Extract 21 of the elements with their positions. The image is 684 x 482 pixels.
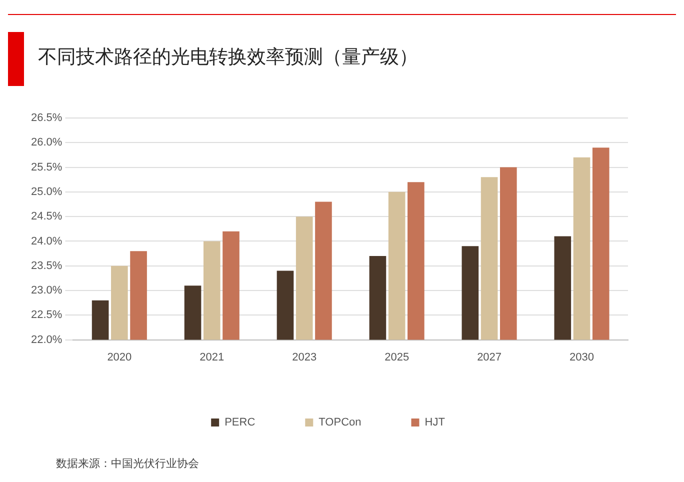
legend-label: HJT	[424, 416, 446, 429]
x-tick-label: 2021	[200, 351, 224, 364]
y-tick-label: 26.0%	[30, 136, 62, 149]
y-tick-label: 23.0%	[30, 284, 62, 297]
y-tick-label: 23.5%	[30, 260, 62, 272]
y-tick-label: 24.5%	[30, 210, 62, 223]
x-tick-label: 2020	[107, 351, 132, 364]
y-tick-label: 22.5%	[30, 309, 62, 322]
y-tick-label: 22.0%	[30, 334, 62, 346]
chart-title: 不同技术路径的光电转换效率预测（量产级）	[38, 45, 418, 70]
x-tick-label: 2023	[292, 351, 317, 364]
legend-label: TOPCon	[318, 416, 362, 429]
x-tick-label: 2025	[384, 351, 410, 364]
y-tick-label: 26.5%	[30, 112, 62, 124]
x-tick-label: 2030	[570, 351, 594, 364]
y-tick-label: 24.0%	[30, 235, 62, 248]
y-tick-label: 25.0%	[30, 186, 62, 198]
legend-label: PERC	[224, 416, 256, 429]
source-note: 数据来源：中国光伏行业协会	[56, 456, 199, 471]
x-tick-label: 2027	[477, 351, 502, 364]
y-tick-label: 25.5%	[30, 161, 62, 174]
